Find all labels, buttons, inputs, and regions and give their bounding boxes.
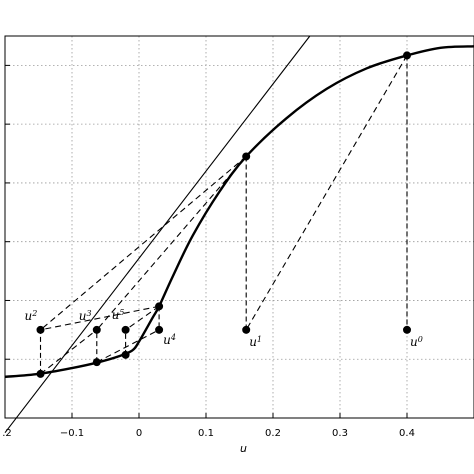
point-label: u0 [410,334,423,349]
iterate-point-on-curve [121,350,130,359]
x-tick-label: 0.3 [332,428,348,439]
iterate-point-on-curve [92,358,101,367]
x-tick-label: .2 [2,428,12,439]
tangent-line-group [4,35,311,434]
secant-lines [40,55,408,375]
point-label: u5 [112,307,125,322]
curve-line [4,45,474,379]
iterate-point-on-curve [242,152,251,161]
secant-line [245,55,408,331]
secant-line [96,156,247,331]
tangent-line [4,35,311,434]
point-label: u1 [249,334,262,349]
iterate-point-on-axis [403,325,411,334]
secant-line [40,329,98,375]
x-tick-label: 0.1 [198,428,214,439]
iterate-points [36,51,411,378]
secant-line [40,305,160,331]
iterate-point-on-axis [121,325,130,334]
secant-line [125,305,160,331]
x-tick-label: 0.2 [265,428,281,439]
iterate-point-on-axis [242,325,251,334]
x-axis-label: u [240,442,247,455]
x-ticks: .2 −0.1 0 0.1 0.2 0.3 0.4 [2,413,415,439]
point-labels: u0 u1 u2 u3 u4 u5 [25,307,423,349]
point-label: u2 [25,308,38,323]
plot-frame [4,35,474,419]
iterate-point-on-curve [155,302,164,311]
grid [4,36,474,418]
secant-line [96,329,160,363]
point-label: u4 [163,332,176,347]
iterate-point-on-axis [36,325,45,334]
point-label: u3 [79,308,92,323]
x-tick-label: −0.1 [60,428,84,439]
x-tick-label: 0 [136,428,142,439]
secant-line [40,156,247,331]
iterate-point-on-curve [36,369,45,378]
x-tick-label: 0.4 [399,428,415,439]
iterate-point-on-curve [403,51,411,60]
curve-group [4,45,474,379]
iterate-point-on-axis [155,325,164,334]
iterate-point-on-axis [92,325,101,334]
